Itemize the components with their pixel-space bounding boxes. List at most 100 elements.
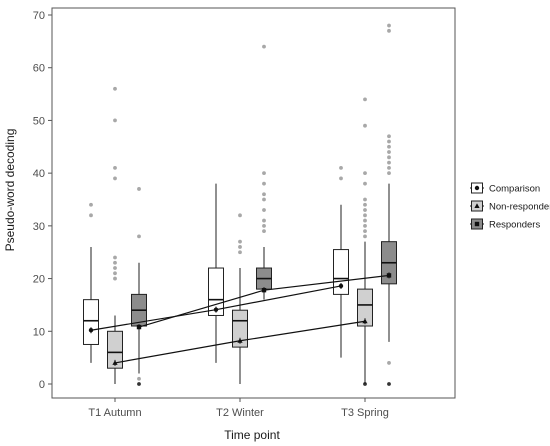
legend-key-marker xyxy=(474,185,480,191)
outlier-point xyxy=(387,134,391,139)
legend-label: Non-responders xyxy=(489,202,550,213)
outlier-point xyxy=(113,266,117,270)
outlier-point xyxy=(113,86,117,91)
outlier-point xyxy=(262,223,266,228)
outlier-point xyxy=(137,382,141,386)
outlier-point xyxy=(363,202,367,207)
outlier-point xyxy=(262,208,266,212)
outlier-point xyxy=(137,187,141,191)
x-axis-title: Time point xyxy=(224,428,280,442)
outlier-point xyxy=(363,171,367,176)
outlier-point xyxy=(238,250,242,255)
outlier-point xyxy=(113,260,117,265)
box-iqr xyxy=(357,288,373,327)
mean-line-comparison xyxy=(90,285,342,331)
y-tick-label: 20 xyxy=(33,274,45,286)
outlier-point xyxy=(113,271,117,276)
series-responders xyxy=(131,23,397,386)
y-tick-label: 0 xyxy=(39,379,45,391)
outlier-point xyxy=(363,123,367,128)
outlier-point xyxy=(262,197,266,202)
outlier-point xyxy=(238,245,242,249)
outlier-point xyxy=(387,361,391,365)
outlier-point xyxy=(363,197,367,202)
outlier-point xyxy=(262,171,266,176)
box-iqr xyxy=(107,330,123,369)
box-non-responders xyxy=(357,97,373,386)
outlier-point xyxy=(262,218,266,223)
x-tick-label: T1 Autumn xyxy=(88,407,141,419)
y-tick-label: 60 xyxy=(33,63,45,75)
y-tick-label: 50 xyxy=(33,115,45,127)
legend-label: Comparison xyxy=(489,184,540,195)
mean-lines xyxy=(90,274,390,364)
outlier-point xyxy=(363,208,367,212)
box-iqr xyxy=(333,249,349,295)
box-comparison xyxy=(333,165,349,358)
box-responders xyxy=(256,44,272,300)
outlier-point xyxy=(363,382,367,386)
outlier-point xyxy=(113,255,117,260)
y-tick-label: 10 xyxy=(33,326,45,338)
legend-item-responders: Responders xyxy=(470,218,540,231)
outlier-point xyxy=(363,229,367,234)
y-tick-label: 40 xyxy=(33,168,45,180)
outlier-point xyxy=(262,44,266,49)
outlier-point xyxy=(387,160,391,165)
series-comparison xyxy=(83,165,349,363)
outlier-point xyxy=(387,155,391,160)
legend: Comparison Non-responders Responders xyxy=(470,182,550,231)
outlier-point xyxy=(387,382,391,386)
outlier-point xyxy=(238,239,242,244)
outlier-point xyxy=(363,97,367,102)
box-comparison xyxy=(83,202,99,363)
outlier-point xyxy=(113,118,117,123)
x-axis: T1 Autumn T2 Winter T3 Spring xyxy=(88,398,389,419)
legend-item-comparison: Comparison xyxy=(470,182,540,195)
outlier-point xyxy=(89,202,93,207)
legend-item-non-responders: Non-responders xyxy=(470,200,550,213)
x-tick-label: T2 Winter xyxy=(216,407,264,419)
legend-key-marker xyxy=(474,221,480,227)
series-layer xyxy=(83,23,397,386)
legend-label: Responders xyxy=(489,220,540,231)
outlier-point xyxy=(113,276,117,281)
outlier-point xyxy=(387,165,391,170)
series-non-responders xyxy=(107,86,373,386)
x-tick-label: T3 Spring xyxy=(341,407,389,419)
outlier-point xyxy=(387,144,391,149)
outlier-point xyxy=(363,181,367,186)
outlier-point xyxy=(262,181,266,186)
outlier-point xyxy=(262,192,266,197)
outlier-point xyxy=(387,150,391,154)
legend-key-marker xyxy=(474,203,480,208)
y-tick-label: 70 xyxy=(33,10,45,22)
outlier-point xyxy=(339,165,343,170)
outlier-point xyxy=(387,139,391,144)
outlier-point xyxy=(339,176,343,181)
mean-line-non-responders xyxy=(114,320,366,364)
box-non-responders xyxy=(232,213,248,384)
outlier-point xyxy=(113,165,117,170)
outlier-point xyxy=(363,213,367,218)
outlier-point xyxy=(387,23,391,28)
outlier-point xyxy=(137,234,141,239)
outlier-point xyxy=(387,171,391,176)
box-iqr xyxy=(232,309,248,348)
mean-line-responders xyxy=(138,274,390,328)
outlier-point xyxy=(363,234,367,239)
outlier-point xyxy=(387,28,391,33)
outlier-point xyxy=(238,213,242,218)
outlier-point xyxy=(89,213,93,218)
y-axis: 0 10 20 30 40 50 60 70 xyxy=(33,10,52,391)
outlier-point xyxy=(113,176,117,181)
y-tick-label: 30 xyxy=(33,221,45,233)
y-axis-title: Pseudo-word decoding xyxy=(3,129,17,252)
outlier-point xyxy=(363,223,367,228)
box-responders xyxy=(381,23,397,386)
box-iqr xyxy=(83,299,99,345)
outlier-point xyxy=(363,218,367,223)
outlier-point xyxy=(137,376,141,381)
outlier-point xyxy=(262,229,266,234)
